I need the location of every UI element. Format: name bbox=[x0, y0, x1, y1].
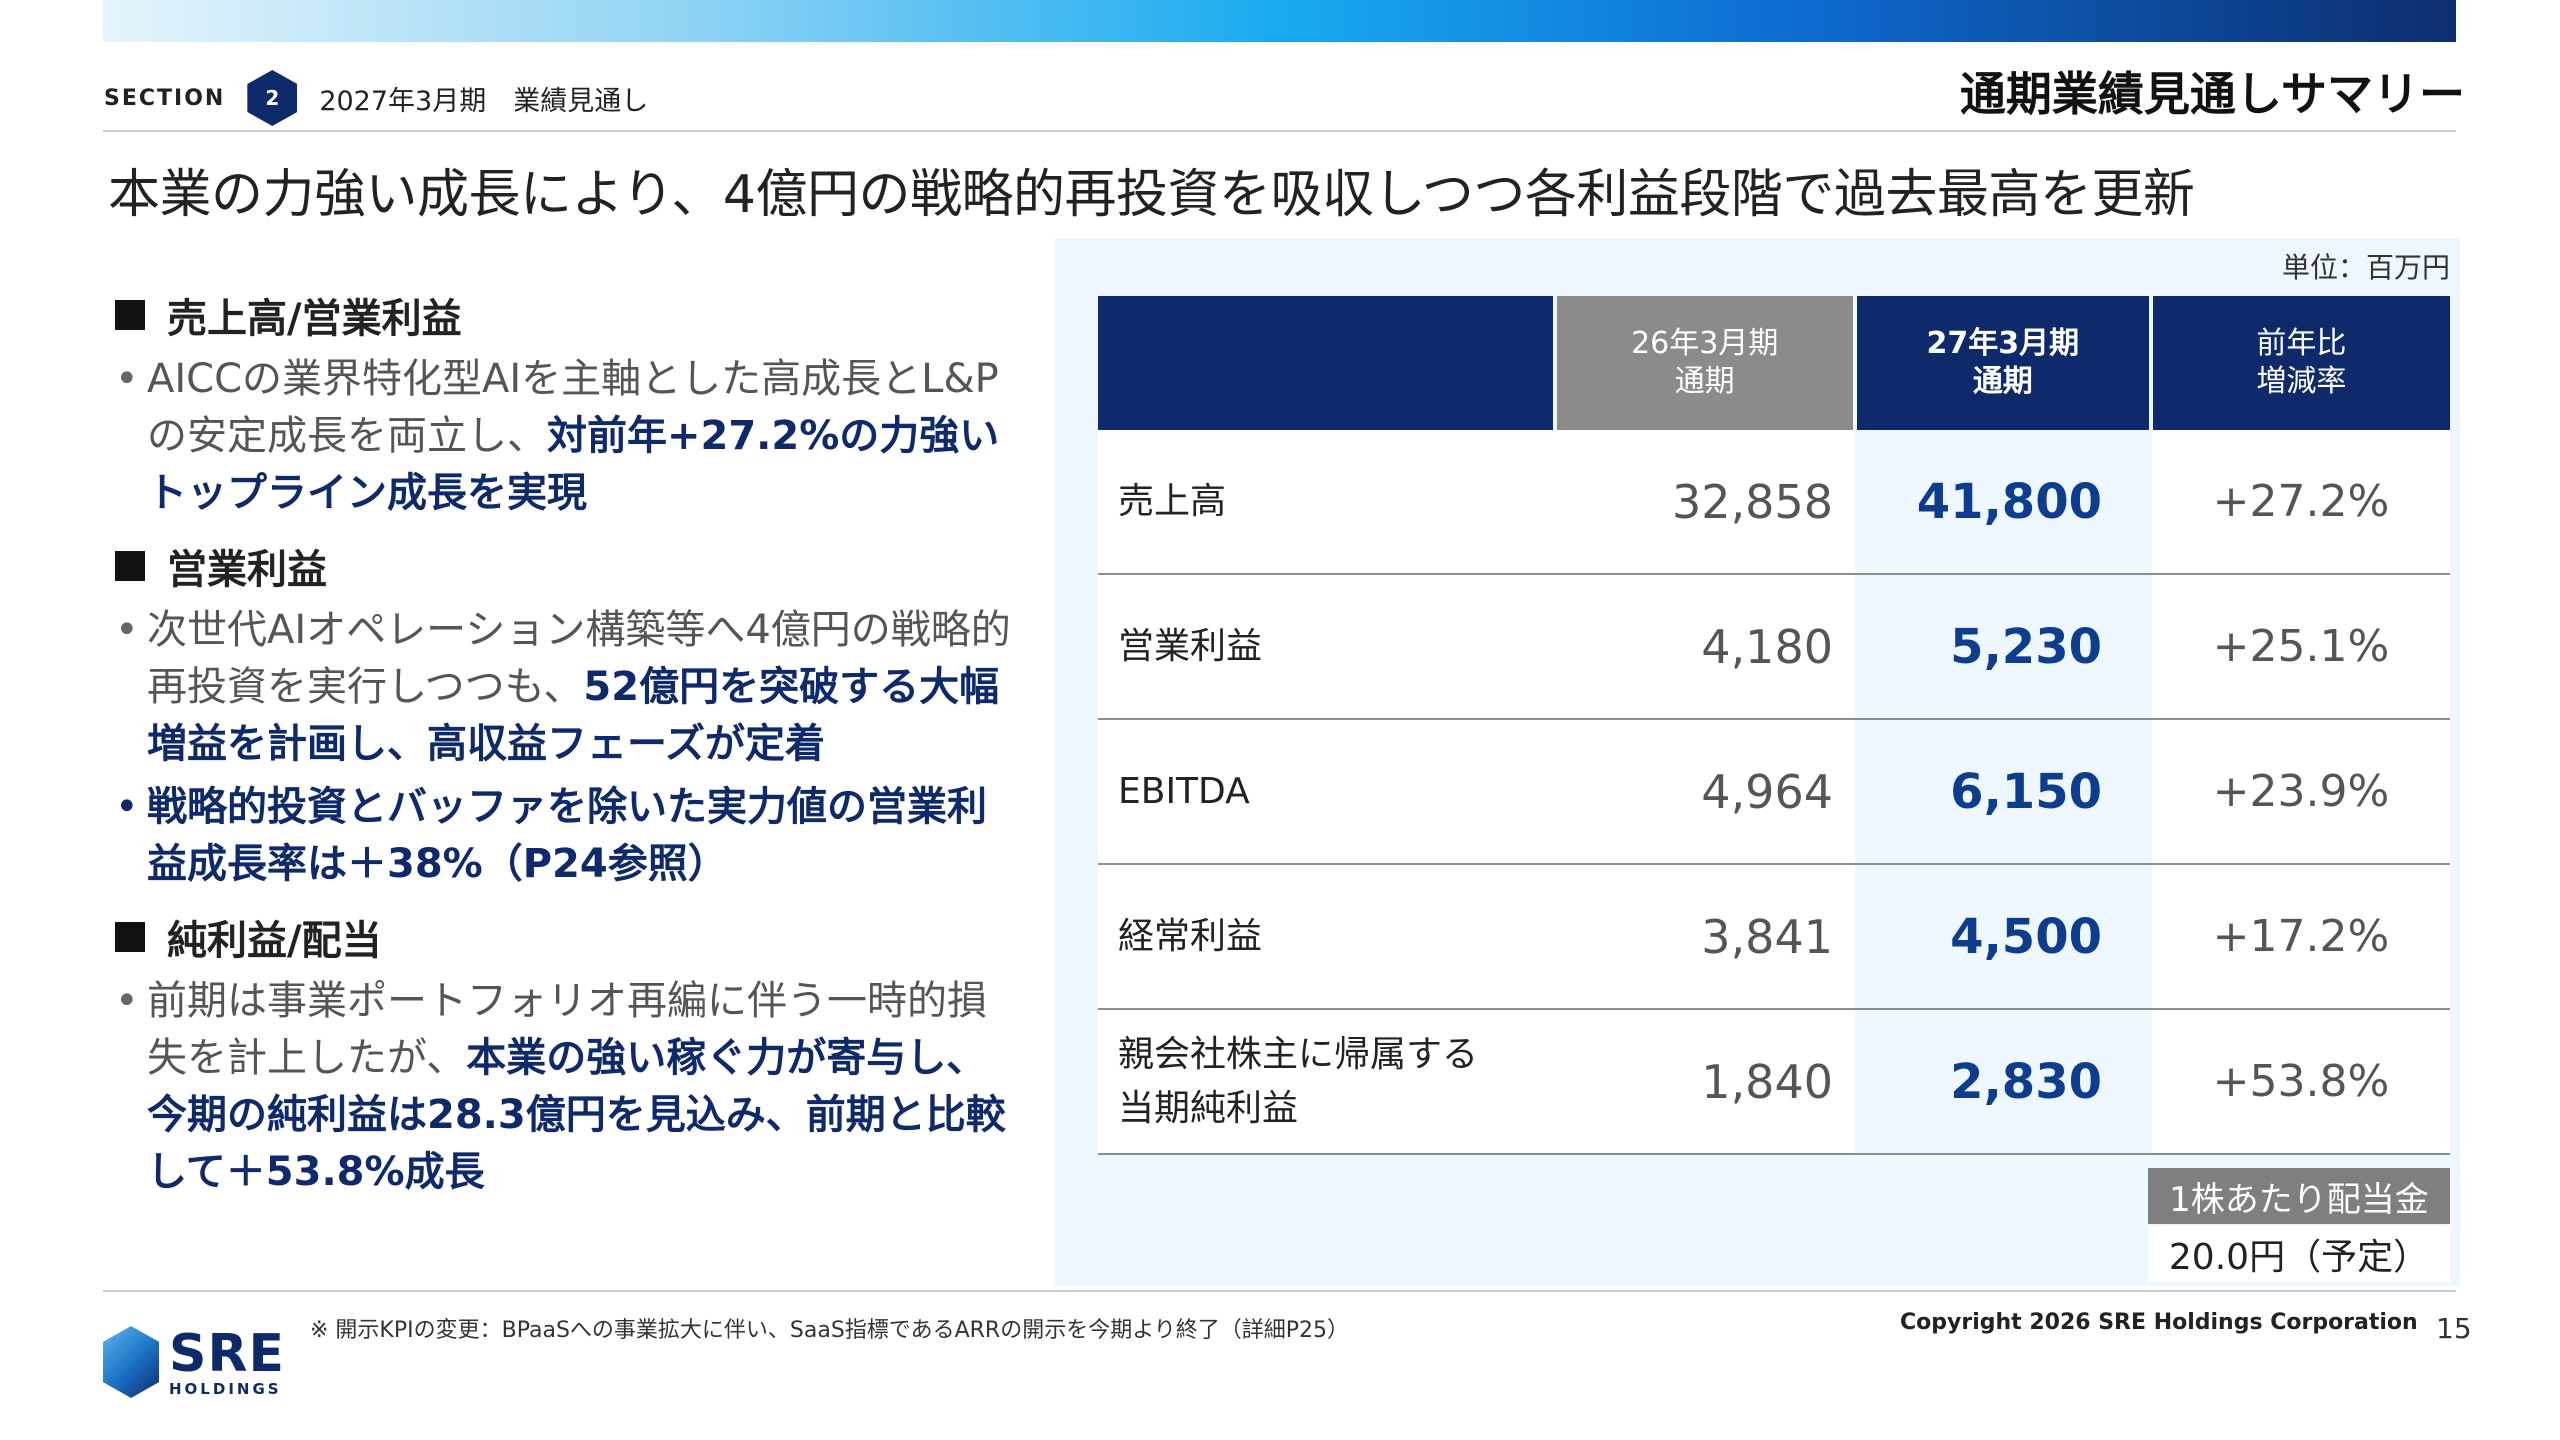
bullet-sales: AICCの業界特化型AIを主軸とした高成長とL&Pの安定成長を両立し、対前年+2… bbox=[115, 351, 1015, 522]
table-row: EBITDA 4,964 6,150 +23.9% bbox=[1098, 720, 2450, 865]
prev-value: 3,841 bbox=[1701, 909, 1833, 964]
header-yoy: 前年比 増減率 bbox=[2152, 296, 2450, 430]
copyright: Copyright 2026 SRE Holdings Corporation bbox=[1900, 1310, 2418, 1335]
square-bullet-icon bbox=[115, 300, 145, 330]
section-tag: SECTION 2 2027年3月期 業績見通し bbox=[104, 70, 649, 126]
prev-value: 4,964 bbox=[1701, 764, 1833, 819]
current-value: 5,230 bbox=[1855, 575, 2152, 718]
footnote: ※ 開示KPIの変更：BPaaSへの事業拡大に伴い、SaaS指標であるARRの開… bbox=[310, 1318, 1350, 1343]
current-value: 6,150 bbox=[1855, 720, 2152, 863]
yoy-value: +25.1% bbox=[2212, 621, 2390, 672]
forecast-table: 26年3月期 通期 27年3月期 通期 前年比 増減率 売上高 32,858 4… bbox=[1098, 296, 2450, 1155]
bottom-divider bbox=[103, 1290, 2456, 1292]
current-value: 4,500 bbox=[1855, 865, 2152, 1008]
yoy-value: +27.2% bbox=[2212, 476, 2390, 527]
row-label: 売上高 bbox=[1118, 480, 1227, 522]
section-heading-net-income: 純利益/配当 bbox=[115, 907, 1015, 967]
square-bullet-icon bbox=[115, 922, 145, 952]
square-bullet-icon bbox=[115, 551, 145, 581]
top-gradient-band bbox=[103, 0, 2456, 42]
header-prev-year: 26年3月期 通期 bbox=[1556, 296, 1853, 430]
slide-headline: 本業の力強い成長により、4億円の戦略的再投資を吸収しつつ各利益段階で過去最高を更… bbox=[108, 165, 2195, 225]
table-row: 売上高 32,858 41,800 +27.2% bbox=[1098, 430, 2450, 575]
top-divider bbox=[103, 130, 2456, 132]
section-number-badge: 2 bbox=[247, 70, 298, 126]
current-value: 2,830 bbox=[1855, 1010, 2152, 1153]
bullet-operating-profit-underlying: 戦略的投資とバッファを除いた実力値の営業利益成長率は＋38%（P24参照） bbox=[115, 779, 1015, 893]
yoy-value: +53.8% bbox=[2212, 1056, 2390, 1107]
section-word: SECTION bbox=[104, 85, 226, 111]
cube-logo-icon bbox=[103, 1326, 159, 1398]
prev-value: 1,840 bbox=[1701, 1054, 1833, 1109]
section-heading-sales: 売上高/営業利益 bbox=[115, 285, 1015, 345]
section-heading-operating-profit: 営業利益 bbox=[115, 536, 1015, 596]
dividend-value: 20.0円（予定） bbox=[2148, 1226, 2450, 1282]
prev-value: 4,180 bbox=[1701, 619, 1833, 674]
current-value: 41,800 bbox=[1855, 430, 2152, 573]
company-logo: SRE HOLDINGS bbox=[103, 1326, 285, 1398]
page-number: 15 bbox=[2436, 1312, 2472, 1345]
row-label: 経常利益 bbox=[1118, 915, 1263, 957]
logo-subtext: HOLDINGS bbox=[169, 1379, 282, 1398]
row-label: 営業利益 bbox=[1118, 625, 1263, 667]
summary-column: 売上高/営業利益 AICCの業界特化型AIを主軸とした高成長とL&Pの安定成長を… bbox=[115, 285, 1015, 1201]
header-blank bbox=[1098, 296, 1553, 430]
row-label: EBITDA bbox=[1118, 770, 1250, 812]
header-current-year: 27年3月期 通期 bbox=[1856, 296, 2149, 430]
section-title: 2027年3月期 業績見通し bbox=[319, 85, 649, 117]
yoy-value: +23.9% bbox=[2212, 766, 2390, 817]
bullet-net-income: 前期は事業ポートフォリオ再編に伴う一時的損失を計上したが、本業の強い稼ぐ力が寄与… bbox=[115, 973, 1015, 1201]
page-heading: 通期業績見通しサマリー bbox=[1959, 67, 2465, 121]
dividend-label: 1株あたり配当金 bbox=[2148, 1168, 2450, 1224]
logo-wordmark: SRE bbox=[169, 1323, 286, 1384]
yoy-value: +17.2% bbox=[2212, 911, 2390, 962]
table-header-row: 26年3月期 通期 27年3月期 通期 前年比 増減率 bbox=[1098, 296, 2450, 430]
table-row: 営業利益 4,180 5,230 +25.1% bbox=[1098, 575, 2450, 720]
table-row: 親会社株主に帰属する 当期純利益 1,840 2,830 +53.8% bbox=[1098, 1010, 2450, 1155]
bullet-operating-profit: 次世代AIオペレーション構築等へ4億円の戦略的再投資を実行しつつも、52億円を突… bbox=[115, 602, 1015, 773]
table-row: 経常利益 3,841 4,500 +17.2% bbox=[1098, 865, 2450, 1010]
row-label: 親会社株主に帰属する 当期純利益 bbox=[1118, 1033, 1479, 1129]
unit-label: 単位：百万円 bbox=[2281, 251, 2450, 284]
prev-value: 32,858 bbox=[1672, 474, 1833, 529]
